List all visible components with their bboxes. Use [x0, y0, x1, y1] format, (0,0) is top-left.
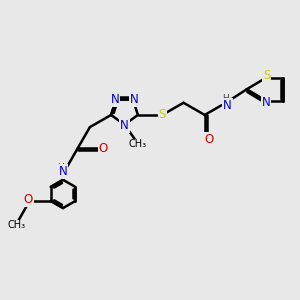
Text: CH₃: CH₃ — [129, 139, 147, 149]
Text: O: O — [99, 142, 108, 155]
Text: N: N — [58, 165, 67, 178]
Text: H: H — [58, 163, 64, 172]
Text: N: N — [130, 93, 139, 106]
Text: S: S — [263, 69, 270, 82]
Text: N: N — [120, 119, 129, 133]
Text: O: O — [24, 193, 33, 206]
Text: N: N — [262, 96, 270, 109]
Text: N: N — [223, 99, 232, 112]
Text: S: S — [159, 108, 166, 122]
Text: N: N — [110, 93, 119, 106]
Text: O: O — [204, 133, 213, 146]
Text: H: H — [222, 94, 229, 103]
Text: CH₃: CH₃ — [8, 220, 26, 230]
